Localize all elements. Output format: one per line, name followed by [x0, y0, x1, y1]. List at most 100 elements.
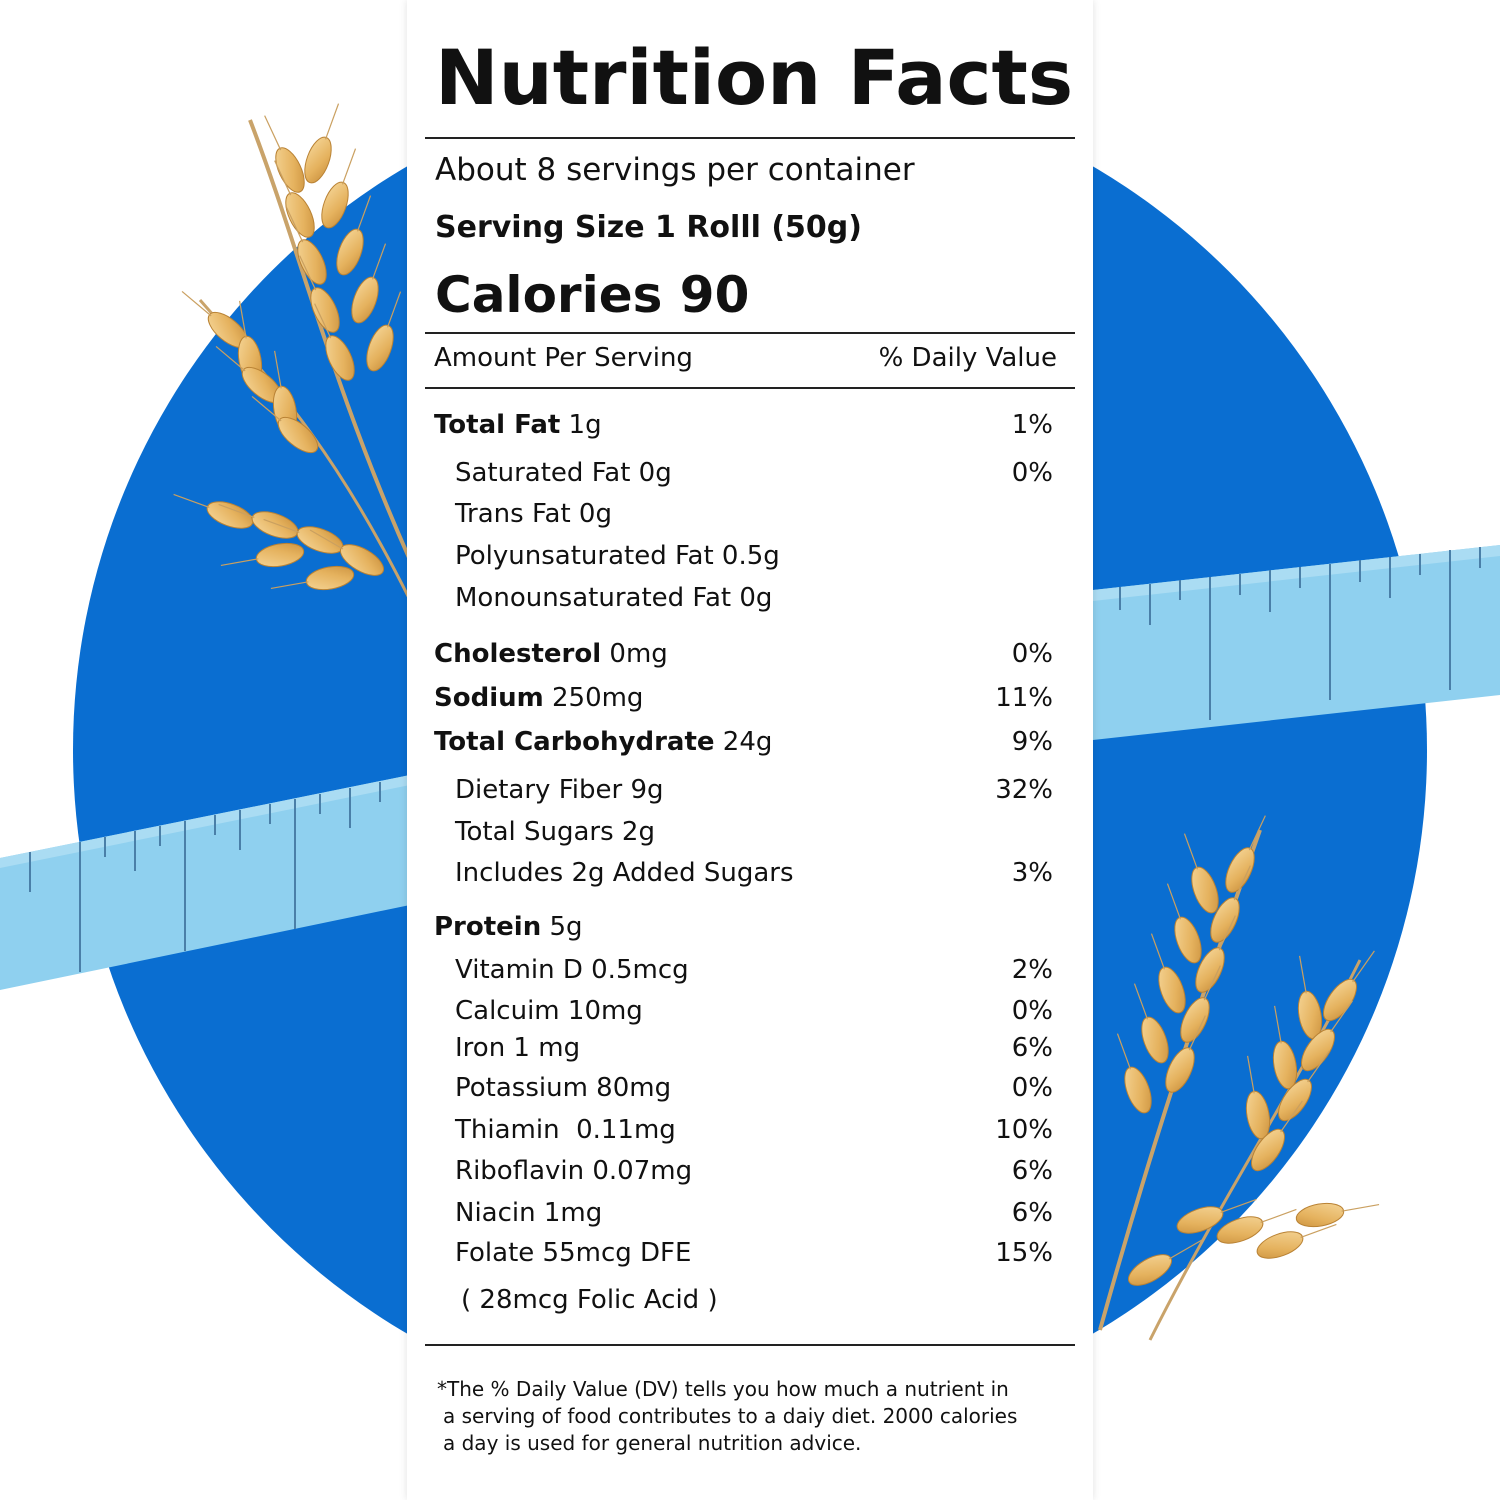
- daily-value: 6%: [1011, 1198, 1053, 1228]
- nutrient-name-bold: Total Fat: [434, 410, 561, 440]
- nutrient-name: Vitamin D 0.5mcg: [455, 951, 689, 989]
- daily-value: 0%: [1011, 458, 1053, 488]
- calories: Calories 90: [435, 266, 750, 324]
- nutrient-name: Total Sugars 2g: [455, 813, 655, 851]
- daily-value: 9%: [1011, 727, 1053, 757]
- daily-value: 3%: [1011, 858, 1053, 888]
- daily-value: 6%: [1011, 1156, 1053, 1186]
- nutrient-row: Total Sugars 2g: [407, 813, 1093, 851]
- nutrient-amount: ( 28mcg Folic Acid ): [461, 1285, 718, 1315]
- nutrient-name: Trans Fat 0g: [455, 495, 612, 533]
- nutrient-amount: Potassium 80mg: [455, 1073, 672, 1103]
- nutrient-row: Niacin 1mg 6%: [407, 1194, 1093, 1232]
- nutrient-row: Cholesterol 0mg 0%: [407, 635, 1093, 673]
- nutrient-name: Saturated Fat 0g: [455, 454, 672, 492]
- nutrient-row: Sodium 250mg 11%: [407, 679, 1093, 717]
- nutrient-name: Calcuim 10mg: [455, 992, 643, 1030]
- daily-value: 2%: [1011, 955, 1053, 985]
- nutrient-row: Thiamin 0.11mg 10%: [407, 1111, 1093, 1149]
- nutrient-name-bold: Protein: [434, 912, 542, 942]
- footnote-line: a day is used for general nutrition advi…: [443, 1431, 862, 1455]
- divider: [425, 332, 1075, 334]
- divider: [425, 137, 1075, 139]
- nutrient-amount: 0mg: [601, 639, 668, 669]
- nutrient-row: Polyunsaturated Fat 0.5g: [407, 537, 1093, 575]
- nutrient-amount: Dietary Fiber 9g: [455, 775, 664, 805]
- nutrient-name: Protein 5g: [434, 908, 583, 946]
- nutrient-row: Vitamin D 0.5mcg 2%: [407, 951, 1093, 989]
- nutrient-name-bold: Cholesterol: [434, 639, 602, 669]
- daily-value-header: % Daily Value: [878, 343, 1057, 373]
- serving-size: Serving Size 1 Rolll (50g): [435, 210, 862, 245]
- nutrient-name: Total Fat 1g: [434, 406, 602, 444]
- nutrient-row: Protein 5g: [407, 908, 1093, 946]
- nutrient-row: Riboflavin 0.07mg 6%: [407, 1152, 1093, 1190]
- divider: [425, 1344, 1075, 1346]
- daily-value: 0%: [1011, 1073, 1053, 1103]
- nutrient-amount: Iron 1 mg: [455, 1033, 581, 1063]
- nutrient-name: Dietary Fiber 9g: [455, 771, 664, 809]
- nutrient-row: Includes 2g Added Sugars 3%: [407, 854, 1093, 892]
- nutrient-name: ( 28mcg Folic Acid ): [461, 1281, 718, 1319]
- daily-value: 10%: [995, 1115, 1053, 1145]
- nutrient-row: Calcuim 10mg 0%: [407, 992, 1093, 1030]
- nutrient-amount: Polyunsaturated Fat 0.5g: [455, 541, 780, 571]
- nutrient-row: Total Fat 1g 1%: [407, 406, 1093, 444]
- amount-per-serving-header: Amount Per Serving: [434, 343, 693, 373]
- label-title: Nutrition Facts: [435, 33, 1074, 122]
- nutrient-name: Niacin 1mg: [455, 1194, 602, 1232]
- nutrient-amount: 5g: [541, 912, 583, 942]
- nutrient-row: ( 28mcg Folic Acid ): [407, 1281, 1093, 1319]
- nutrient-name: Sodium 250mg: [434, 679, 643, 717]
- daily-value: 0%: [1011, 639, 1053, 669]
- nutrient-amount: Thiamin 0.11mg: [455, 1115, 676, 1145]
- nutrient-name: Polyunsaturated Fat 0.5g: [455, 537, 780, 575]
- nutrient-name: Potassium 80mg: [455, 1069, 671, 1107]
- nutrient-name-bold: Sodium: [434, 683, 544, 713]
- nutrient-amount: Trans Fat 0g: [455, 499, 612, 529]
- servings-per-container: About 8 servings per container: [435, 152, 915, 188]
- nutrient-amount: Total Sugars 2g: [455, 817, 655, 847]
- divider: [425, 387, 1075, 389]
- wheat-stalk-illustration-right: [1098, 810, 1385, 1341]
- nutrition-label: Nutrition Facts About 8 servings per con…: [407, 0, 1093, 1500]
- nutrient-name: Folate 55mcg DFE: [455, 1234, 691, 1272]
- nutrient-amount: 250mg: [543, 683, 644, 713]
- nutrient-row: Trans Fat 0g: [407, 495, 1093, 533]
- nutrient-name: Thiamin 0.11mg: [455, 1111, 676, 1149]
- nutrient-amount: Includes 2g Added Sugars: [455, 858, 794, 888]
- nutrient-amount: Saturated Fat 0g: [455, 458, 672, 488]
- daily-value: 1%: [1011, 410, 1053, 440]
- nutrient-row: Dietary Fiber 9g 32%: [407, 771, 1093, 809]
- nutrient-name: Cholesterol 0mg: [434, 635, 668, 673]
- nutrient-amount: 1g: [560, 410, 602, 440]
- daily-value: 11%: [995, 683, 1053, 713]
- nutrient-amount: Riboflavin 0.07mg: [455, 1156, 693, 1186]
- footnote-line: *The % Daily Value (DV) tells you how mu…: [437, 1377, 1009, 1401]
- nutrient-row: Monounsaturated Fat 0g: [407, 579, 1093, 617]
- nutrient-name: Includes 2g Added Sugars: [455, 854, 794, 892]
- nutrient-row: Iron 1 mg 6%: [407, 1029, 1093, 1067]
- nutrient-row: Folate 55mcg DFE 15%: [407, 1234, 1093, 1272]
- nutrient-row: Saturated Fat 0g 0%: [407, 454, 1093, 492]
- nutrient-amount: Vitamin D 0.5mcg: [455, 955, 689, 985]
- daily-value: 32%: [995, 775, 1053, 805]
- nutrient-name: Monounsaturated Fat 0g: [455, 579, 772, 617]
- daily-value: 6%: [1011, 1033, 1053, 1063]
- measuring-tape-illustration: [0, 545, 1500, 990]
- nutrient-name: Riboflavin 0.07mg: [455, 1152, 692, 1190]
- daily-value: 0%: [1011, 996, 1053, 1026]
- footnote-line: a serving of food contributes to a daiy …: [443, 1404, 1018, 1428]
- wheat-stalk-illustration: [169, 99, 412, 601]
- nutrient-amount: Monounsaturated Fat 0g: [455, 583, 773, 613]
- nutrient-amount: Folate 55mcg DFE: [455, 1238, 692, 1268]
- nutrient-amount: Calcuim 10mg: [455, 996, 643, 1026]
- nutrient-amount: 24g: [714, 727, 773, 757]
- nutrient-row: Total Carbohydrate 24g 9%: [407, 723, 1093, 761]
- nutrient-name: Iron 1 mg: [455, 1029, 580, 1067]
- nutrient-amount: Niacin 1mg: [455, 1198, 603, 1228]
- nutrient-name-bold: Total Carbohydrate: [434, 727, 715, 757]
- nutrient-name: Total Carbohydrate 24g: [434, 723, 772, 761]
- nutrient-row: Potassium 80mg 0%: [407, 1069, 1093, 1107]
- footnote: *The % Daily Value (DV) tells you how mu…: [437, 1376, 1077, 1457]
